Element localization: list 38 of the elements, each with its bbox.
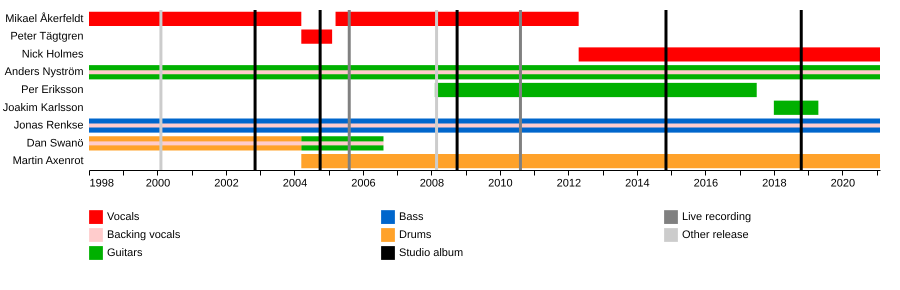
- legend-label: Backing vocals: [107, 229, 181, 241]
- x-tick-label: 2010: [488, 178, 513, 190]
- legend-label: Guitars: [107, 247, 143, 259]
- y-tick-label: Dan Swanö: [26, 137, 84, 150]
- bar: [336, 12, 579, 26]
- bar: [774, 100, 818, 115]
- x-tick-label: 2002: [214, 178, 239, 190]
- bar: [89, 12, 302, 26]
- x-tick-label: 1998: [90, 178, 114, 190]
- x-tick-label: 2012: [556, 178, 582, 190]
- y-tick-label: Per Eriksson: [21, 84, 84, 96]
- legend-label: Vocals: [107, 211, 140, 224]
- y-tick-label: Peter Tägtgren: [10, 30, 84, 43]
- legend-label: Live recording: [682, 211, 752, 224]
- legend-label: Drums: [399, 229, 432, 241]
- y-tick-label: Mikael Åkerfeldt: [5, 12, 84, 25]
- bar: [301, 30, 332, 44]
- x-tick-label: 2008: [420, 178, 444, 190]
- x-tick-label: 2000: [146, 178, 170, 190]
- x-tick-label: 2018: [762, 178, 787, 190]
- y-tick-label: Joakim Karlsson: [2, 102, 84, 114]
- y-tick-label: Nick Holmes: [22, 48, 84, 60]
- legend-label: Other release: [682, 229, 749, 241]
- y-tick-label: Martin Axenrot: [12, 155, 84, 168]
- x-tick-label: 2004: [282, 178, 308, 190]
- x-tick-label: 2014: [625, 178, 650, 190]
- bar: [578, 47, 880, 62]
- legend-label: Studio album: [399, 247, 464, 259]
- bar: [89, 70, 880, 74]
- bar: [89, 141, 384, 146]
- x-tick-label: 2020: [830, 178, 856, 190]
- legend-label: Bass: [399, 211, 424, 224]
- bar: [89, 124, 880, 128]
- y-tick-label: Anders Nyström: [4, 66, 84, 78]
- bar: [301, 154, 880, 168]
- x-tick-label: 2006: [351, 178, 376, 190]
- y-tick-label: Jonas Renkse: [14, 120, 84, 132]
- x-tick-label: 2016: [694, 178, 718, 190]
